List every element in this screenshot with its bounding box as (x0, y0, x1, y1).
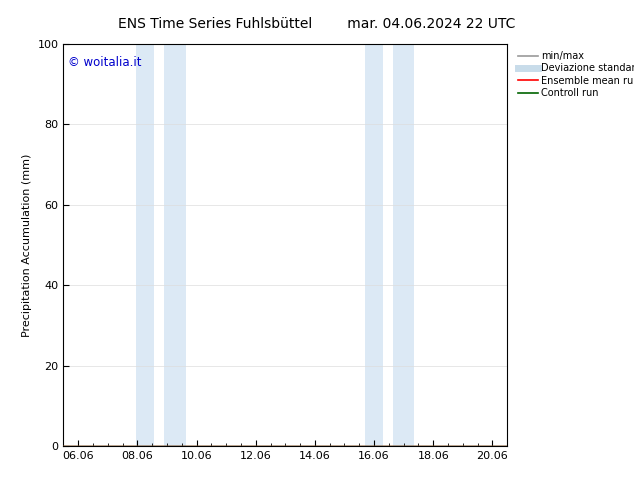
Bar (136, 44, 153, 446)
Bar (393, 44, 414, 446)
Text: © woitalia.it: © woitalia.it (68, 56, 141, 69)
Bar (365, 44, 383, 446)
Bar (164, 44, 186, 446)
Y-axis label: Precipitation Accumulation (mm): Precipitation Accumulation (mm) (22, 153, 32, 337)
Text: ENS Time Series Fuhlsbüttel        mar. 04.06.2024 22 UTC: ENS Time Series Fuhlsbüttel mar. 04.06.2… (119, 17, 515, 31)
Legend: min/max, Deviazione standard, Ensemble mean run, Controll run: min/max, Deviazione standard, Ensemble m… (517, 49, 634, 100)
